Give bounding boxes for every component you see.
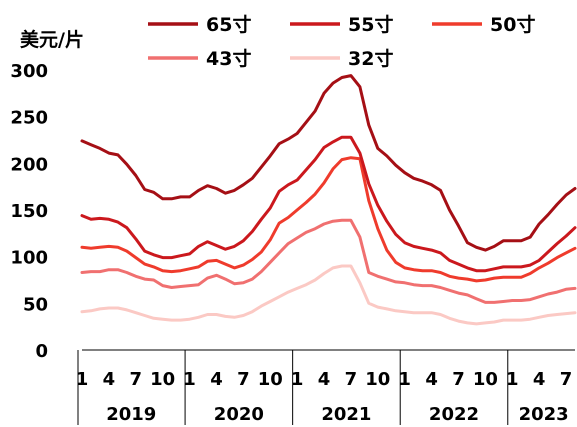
series-line: [80, 74, 577, 252]
x-tick-label: 4: [318, 369, 331, 390]
year-label: 2021: [321, 404, 371, 425]
x-tick-label: 1: [506, 369, 519, 390]
x-tick-label: 4: [210, 369, 223, 390]
x-tick-label: 10: [365, 369, 390, 390]
y-axis-ticks: 0 50 100 150 200 250 300: [10, 61, 48, 362]
x-tick-label: 1: [183, 369, 196, 390]
series-line: [80, 156, 577, 283]
x-tick-label: 7: [237, 369, 250, 390]
x-tick-label: 10: [150, 369, 175, 390]
year-label: 2023: [519, 404, 569, 425]
y-axis-label: 美元/片: [20, 28, 84, 51]
x-tick-label: 7: [130, 369, 143, 390]
x-tick-label: 4: [533, 369, 546, 390]
legend-label: 50寸: [490, 13, 535, 36]
y-tick-label: 200: [10, 154, 48, 175]
y-tick-label: 0: [35, 341, 48, 362]
legend: 65寸 55寸 50寸 43寸 32寸: [148, 13, 535, 70]
x-tick-label: 7: [345, 369, 358, 390]
y-tick-label: 250: [10, 108, 48, 129]
x-tick-label: 4: [425, 369, 438, 390]
legend-label: 43寸: [206, 47, 251, 70]
x-tick-label: 7: [560, 369, 573, 390]
year-label: 2020: [214, 404, 264, 425]
x-tick-label: 1: [291, 369, 304, 390]
y-tick-label: 150: [10, 201, 48, 222]
y-tick-label: 50: [23, 294, 48, 315]
legend-label: 55寸: [348, 13, 393, 36]
year-label: 2019: [106, 404, 156, 425]
y-tick-label: 300: [10, 61, 48, 82]
series-line: [80, 135, 577, 273]
x-tick-label: 4: [103, 369, 116, 390]
x-tick-label: 1: [398, 369, 411, 390]
series-line: [80, 264, 577, 326]
series-line: [80, 218, 577, 304]
series-lines: [80, 74, 577, 326]
year-label: 2022: [429, 404, 479, 425]
legend-label: 32寸: [348, 47, 393, 70]
legend-label: 65寸: [206, 13, 251, 36]
x-tick-label: 10: [258, 369, 283, 390]
y-tick-label: 100: [10, 248, 48, 269]
x-tick-label: 7: [452, 369, 465, 390]
x-tick-label: 10: [473, 369, 498, 390]
x-tick-label: 1: [76, 369, 89, 390]
